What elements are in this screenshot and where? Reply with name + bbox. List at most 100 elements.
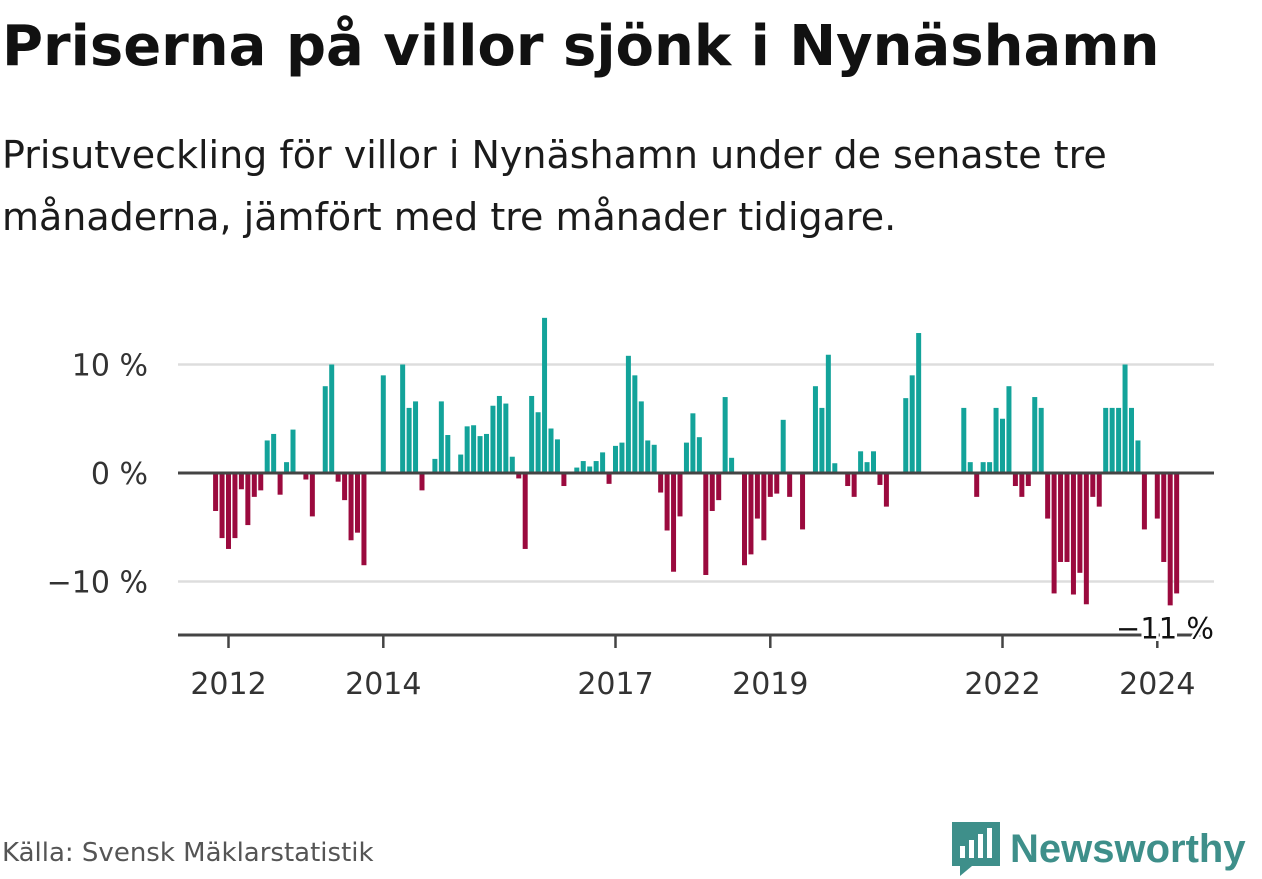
bar [554,439,560,473]
chart-labels: 10 % 0 % −10 % 2012 2014 2017 2019 2022 2024 −11 … [47,349,1217,703]
bar [342,473,348,501]
bar [683,442,689,473]
bar [484,433,489,473]
logo-text: Newsworthy [1010,826,1246,871]
bar [1161,473,1167,562]
bar [419,473,425,491]
bar [858,451,864,473]
bar [987,462,993,473]
bar [742,473,747,566]
bar [1006,386,1012,473]
bar [496,395,502,473]
bar [916,333,922,473]
newsworthy-logo[interactable]: Newsworthy [950,820,1246,878]
bar [548,428,554,473]
bar [832,463,838,474]
bar [774,473,780,494]
bar [1058,473,1064,562]
bar [1141,473,1147,530]
bar [1129,407,1134,473]
bar [800,473,806,530]
bar [477,436,483,473]
bar [696,437,702,473]
bar [651,444,657,473]
bar [722,397,728,473]
bar [625,355,631,473]
bar [290,429,296,473]
bar [438,401,444,473]
bar [535,412,541,473]
x-tick-label: 2017 [577,667,653,702]
bar [974,473,980,497]
bar [219,473,225,539]
bar [400,364,406,473]
bar [871,451,876,473]
bar [245,473,251,526]
chart-axes [178,471,1214,648]
bar [658,473,664,493]
bar [664,473,670,531]
bar [819,407,825,473]
bar [1012,473,1018,487]
bar [503,403,509,473]
bar [213,473,219,511]
bar [458,454,464,474]
chart-bars [213,317,1180,606]
bar [729,457,735,473]
bar [1064,473,1070,562]
bar [1083,473,1089,605]
source-note: Källa: Svensk Mäklarstatistik [2,838,374,868]
bar [716,473,722,501]
bar [1174,473,1180,594]
bar [471,425,477,473]
bar [232,473,238,539]
bar [1070,473,1076,595]
chart-title: Priserna på villor sjönk i Nynäshamn [2,14,1160,79]
bar [258,473,264,491]
bar [1135,440,1141,473]
bar [780,419,786,473]
x-tick-label: 2024 [1119,667,1195,702]
bar [251,473,257,497]
bar [1167,473,1173,606]
y-tick-label: −10 % [47,566,148,601]
bar [271,433,277,473]
chart-subtitle: Prisutveckling för villor i Nynäshamn un… [2,133,1107,239]
bar [580,461,586,473]
bar [812,386,818,473]
bar [993,407,999,473]
bar [238,473,244,490]
bar [593,461,599,473]
bar [355,473,360,533]
bar [980,462,986,473]
x-tick-label: 2012 [190,667,266,702]
bar [600,452,606,473]
bar [690,413,696,473]
bar [1109,407,1115,473]
bar [909,375,915,473]
bar [748,473,754,555]
x-tick-label: 2019 [732,667,808,702]
bar [361,473,367,566]
bar [574,467,580,473]
bar [1032,397,1038,473]
bar [1000,418,1005,473]
bar [413,401,419,473]
bar [825,354,831,474]
bar [613,445,618,474]
bar [522,473,528,549]
bar [961,407,967,473]
bar [1077,473,1083,573]
x-tick-label: 2014 [345,667,421,702]
bar [1051,473,1057,594]
bar [619,442,625,473]
bar [561,473,567,487]
bar [767,473,773,497]
bar [709,473,715,511]
bar [264,440,270,473]
bar [903,398,909,473]
bar [967,462,973,473]
bar [406,407,412,473]
last-value-label: −11 % [1116,611,1214,645]
